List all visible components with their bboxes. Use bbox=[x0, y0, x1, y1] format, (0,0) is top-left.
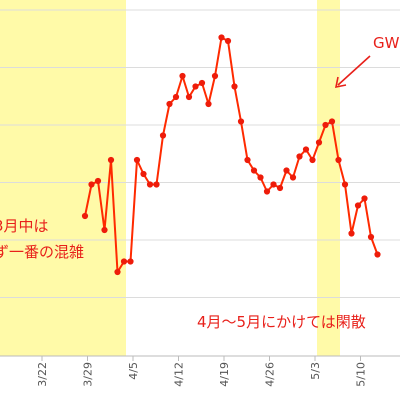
data-point bbox=[328, 118, 336, 125]
highlight-band-march bbox=[0, 0, 126, 356]
data-point bbox=[185, 93, 193, 101]
x-tick-label: 5/3 bbox=[309, 362, 322, 380]
data-point bbox=[120, 258, 128, 265]
annotation-march-line2: ず一番の混雑 bbox=[0, 243, 84, 261]
data-point bbox=[361, 195, 368, 202]
data-point bbox=[218, 34, 225, 41]
data-point bbox=[101, 226, 108, 234]
annotation-gw: GW bbox=[373, 34, 400, 52]
data-point bbox=[276, 184, 284, 192]
data-point bbox=[354, 202, 362, 209]
x-tick-label: 4/19 bbox=[218, 362, 231, 387]
data-point bbox=[146, 181, 154, 188]
data-point bbox=[335, 156, 342, 164]
data-point bbox=[257, 174, 264, 181]
data-point bbox=[263, 188, 271, 195]
data-point bbox=[133, 156, 141, 164]
data-point bbox=[302, 146, 310, 153]
data-point bbox=[127, 258, 134, 265]
gridlines bbox=[0, 9, 400, 298]
data-point bbox=[192, 83, 199, 90]
data-point bbox=[322, 121, 329, 129]
gw-arrow bbox=[334, 55, 371, 89]
data-point bbox=[205, 100, 212, 108]
data-point bbox=[88, 181, 95, 188]
x-tick-label: 3/29 bbox=[82, 362, 95, 387]
x-tick-label: 4/5 bbox=[127, 362, 140, 380]
data-point bbox=[231, 83, 238, 90]
x-tick-label: 4/12 bbox=[173, 362, 186, 387]
series-line bbox=[84, 36, 379, 273]
data-point bbox=[159, 132, 167, 139]
data-point bbox=[348, 230, 355, 237]
data-point bbox=[374, 251, 381, 258]
data-point bbox=[140, 170, 147, 178]
data-point bbox=[270, 181, 277, 188]
data-point bbox=[172, 93, 180, 101]
data-point bbox=[166, 100, 173, 108]
data-point bbox=[211, 72, 219, 80]
data-point bbox=[283, 167, 290, 174]
annotation-march-line1: 3月中は bbox=[0, 217, 49, 235]
series-layer bbox=[81, 34, 381, 276]
annotation-april-may: 4月〜5月にかけては閑散 bbox=[197, 313, 366, 331]
data-point bbox=[224, 37, 232, 45]
data-point bbox=[94, 177, 102, 185]
data-point bbox=[250, 167, 258, 174]
data-point bbox=[114, 268, 121, 276]
x-axis-ticks: 3/22 3/29 4/5 4/12 4/19 4/26 5/3 5/10 bbox=[36, 356, 368, 387]
data-point bbox=[244, 156, 251, 164]
data-point bbox=[198, 79, 206, 87]
data-point bbox=[179, 72, 186, 80]
data-point bbox=[153, 181, 160, 188]
data-point bbox=[296, 153, 303, 160]
highlight-band-gw bbox=[317, 0, 340, 356]
data-point bbox=[81, 212, 89, 220]
data-point bbox=[237, 118, 245, 125]
data-point bbox=[309, 156, 316, 164]
highlight-bands bbox=[0, 0, 340, 356]
x-tick-label: 5/10 bbox=[355, 362, 368, 387]
data-point bbox=[341, 181, 349, 188]
x-tick-label: 3/22 bbox=[36, 362, 49, 387]
data-point bbox=[315, 139, 323, 146]
x-tick-label: 4/26 bbox=[264, 362, 277, 387]
data-point bbox=[367, 233, 375, 241]
data-point bbox=[107, 156, 115, 164]
data-point bbox=[289, 174, 297, 181]
